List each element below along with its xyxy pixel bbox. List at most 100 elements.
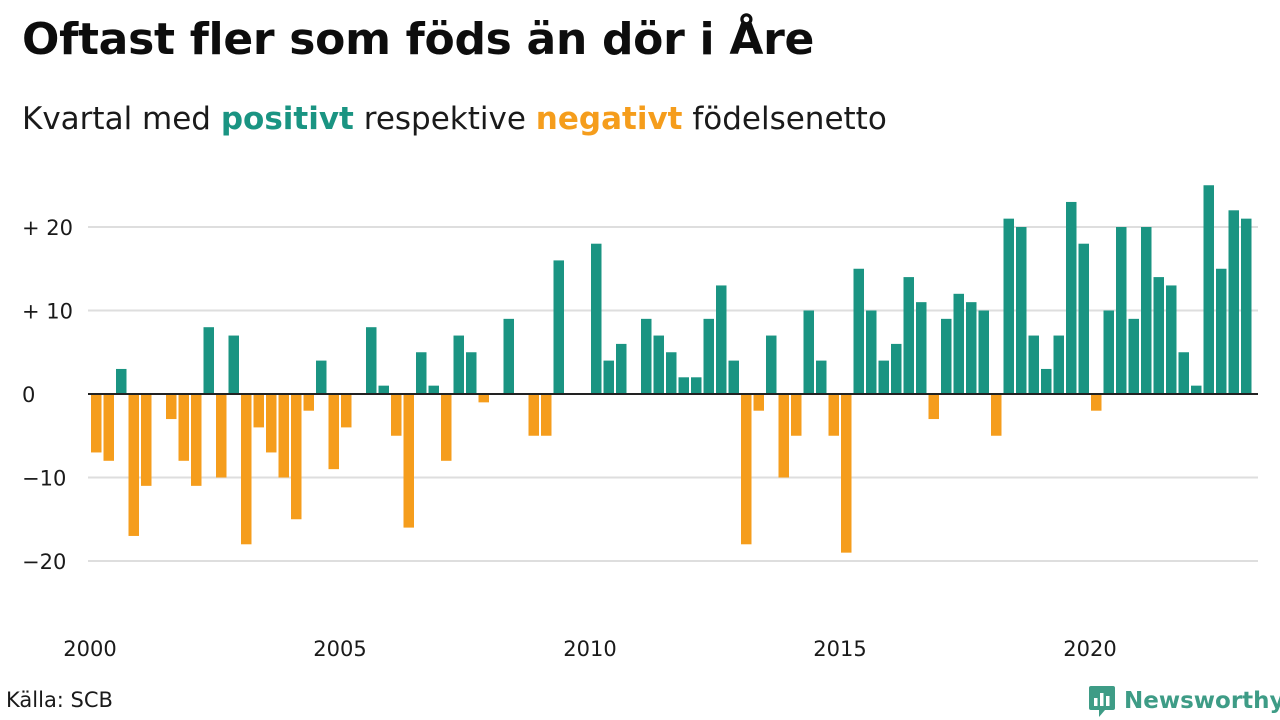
bar-2005-q3 bbox=[366, 327, 377, 394]
x-tick-label: 2005 bbox=[313, 637, 366, 661]
bar-2009-q1 bbox=[541, 394, 552, 436]
bar-2003-q2 bbox=[253, 394, 264, 428]
bar-2011-q4 bbox=[678, 377, 689, 394]
bar-2003-q3 bbox=[266, 394, 277, 453]
bar-2005-q4 bbox=[378, 385, 389, 394]
bar-2002-q4 bbox=[228, 335, 239, 394]
bar-2000-q2 bbox=[103, 394, 114, 461]
bar-2001-q4 bbox=[178, 394, 189, 461]
bar-2012-q3 bbox=[716, 285, 727, 394]
bar-2018-q1 bbox=[991, 394, 1002, 436]
bar-2006-q3 bbox=[416, 352, 427, 394]
bar-2013-q2 bbox=[753, 394, 764, 411]
bar-2017-q4 bbox=[978, 310, 989, 394]
bar-2019-q1 bbox=[1041, 368, 1052, 394]
bar-2000-q3 bbox=[116, 368, 127, 394]
x-tick-label: 2000 bbox=[63, 637, 116, 661]
bar-2022-q1 bbox=[1191, 385, 1202, 394]
bar-2021-q3 bbox=[1166, 285, 1177, 394]
x-tick-label: 2010 bbox=[563, 637, 616, 661]
bar-2008-q2 bbox=[503, 318, 514, 394]
bar-2020-q3 bbox=[1116, 227, 1127, 394]
bar-2017-q1 bbox=[941, 318, 952, 394]
bar-2013-q1 bbox=[741, 394, 752, 545]
bar-2013-q4 bbox=[778, 394, 789, 478]
bar-2011-q2 bbox=[653, 335, 664, 394]
x-tick-label: 2020 bbox=[1063, 637, 1116, 661]
bar-2010-q2 bbox=[603, 360, 614, 394]
bar-2001-q1 bbox=[141, 394, 152, 486]
bar-2006-q4 bbox=[428, 385, 439, 394]
bar-2012-q4 bbox=[728, 360, 739, 394]
bar-2020-q1 bbox=[1091, 394, 1102, 411]
bar-2016-q2 bbox=[903, 277, 914, 394]
newsworthy-logo-icon bbox=[1089, 686, 1115, 717]
bar-2015-q2 bbox=[853, 268, 864, 394]
y-tick-label: 0 bbox=[22, 383, 35, 407]
bar-2006-q1 bbox=[391, 394, 402, 436]
bars bbox=[91, 185, 1252, 553]
bar-2014-q2 bbox=[803, 310, 814, 394]
subtitle-text-after: födelsenetto bbox=[692, 101, 887, 137]
bar-2015-q1 bbox=[841, 394, 852, 553]
bar-2007-q2 bbox=[453, 335, 464, 394]
subtitle-positive-word: positivt bbox=[220, 101, 354, 137]
bar-2015-q4 bbox=[878, 360, 889, 394]
chart-title: Oftast fler som föds än dör i Åre bbox=[22, 14, 815, 65]
bar-2016-q3 bbox=[916, 302, 927, 394]
subtitle-text-middle: respektive bbox=[363, 101, 526, 137]
bar-2019-q4 bbox=[1078, 243, 1089, 394]
bar-2018-q3 bbox=[1016, 227, 1027, 394]
bar-2023-q1 bbox=[1241, 218, 1252, 394]
bar-2006-q2 bbox=[403, 394, 414, 528]
bar-2011-q3 bbox=[666, 352, 677, 394]
bar-2015-q3 bbox=[866, 310, 877, 394]
bar-2017-q3 bbox=[966, 302, 977, 394]
bar-2014-q4 bbox=[828, 394, 839, 436]
newsworthy-logo: Newsworthy bbox=[1088, 684, 1280, 718]
bar-2011-q1 bbox=[641, 318, 652, 394]
bar-2004-q3 bbox=[316, 360, 327, 394]
y-tick-label: −10 bbox=[22, 467, 66, 491]
bar-2018-q4 bbox=[1028, 335, 1039, 394]
bar-2018-q2 bbox=[1003, 218, 1014, 394]
bar-2022-q3 bbox=[1216, 268, 1227, 394]
y-tick-label: + 20 bbox=[22, 216, 73, 240]
bar-2020-q4 bbox=[1128, 318, 1139, 394]
subtitle-text-before: Kvartal med bbox=[22, 101, 211, 137]
bar-2022-q4 bbox=[1228, 210, 1239, 394]
bar-2007-q4 bbox=[478, 394, 489, 403]
bar-2007-q3 bbox=[466, 352, 477, 394]
bar-2022-q2 bbox=[1203, 185, 1214, 394]
bar-2002-q3 bbox=[216, 394, 227, 478]
bar-2019-q2 bbox=[1053, 335, 1064, 394]
bar-2004-q4 bbox=[328, 394, 339, 470]
bar-2002-q1 bbox=[191, 394, 202, 486]
bar-2002-q2 bbox=[203, 327, 214, 394]
chart-subtitle: Kvartal med positivt respektive negativt… bbox=[22, 101, 887, 137]
bar-2003-q4 bbox=[278, 394, 289, 478]
y-tick-label: −20 bbox=[22, 550, 66, 574]
bar-2003-q1 bbox=[241, 394, 252, 545]
bar-2021-q1 bbox=[1141, 227, 1152, 394]
bar-2004-q2 bbox=[303, 394, 314, 411]
bar-2012-q2 bbox=[703, 318, 714, 394]
axes: + 20 + 10 0 −10 −20 2000 2005 2010 2015 2020 bbox=[22, 216, 1258, 661]
bar-2016-q1 bbox=[891, 343, 902, 394]
bar-2021-q4 bbox=[1178, 352, 1189, 394]
x-tick-label: 2015 bbox=[813, 637, 866, 661]
bar-2013-q3 bbox=[766, 335, 777, 394]
y-tick-label: + 10 bbox=[22, 300, 73, 324]
subtitle-negative-word: negativt bbox=[535, 101, 683, 137]
bar-2000-q1 bbox=[91, 394, 102, 453]
bar-2021-q2 bbox=[1153, 277, 1164, 394]
bar-2014-q1 bbox=[791, 394, 802, 436]
bar-2020-q2 bbox=[1103, 310, 1114, 394]
bar-2009-q2 bbox=[553, 260, 564, 394]
source-note: Källa: SCB bbox=[6, 688, 113, 712]
bar-2004-q1 bbox=[291, 394, 302, 520]
bar-2007-q1 bbox=[441, 394, 452, 461]
bar-2010-q3 bbox=[616, 343, 627, 394]
bar-2000-q4 bbox=[128, 394, 139, 536]
bar-2010-q1 bbox=[591, 243, 602, 394]
